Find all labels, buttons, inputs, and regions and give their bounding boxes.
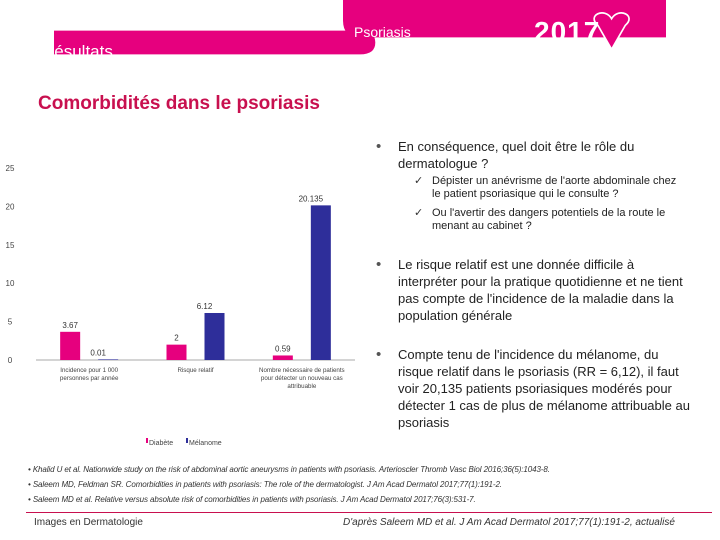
reference-1: • Khalid U et al. Nationwide study on th…: [28, 465, 550, 474]
bar-melanome: [204, 312, 225, 360]
reference-3: • Saleem MD et al. Relative versus absol…: [28, 495, 476, 504]
data-label: 0.59: [275, 344, 291, 353]
y-tick-label: 20: [6, 202, 15, 211]
reference-2: • Saleem MD, Feldman SR. Comorbidities i…: [28, 480, 502, 489]
bar-diabete: [166, 344, 187, 360]
section-title: Résultats: [42, 42, 113, 61]
data-label: 0.01: [90, 348, 106, 357]
references: • Khalid U et al. Nationwide study on th…: [28, 462, 550, 507]
category-label: personnes par année: [60, 375, 119, 382]
bar-diabete: [272, 355, 293, 360]
heart-icon: [593, 12, 630, 52]
bullet-2: • Le risque relatif est une donnée diffi…: [376, 256, 690, 324]
year-label: 2017: [534, 16, 601, 47]
bullet-1-sub-1: ✓ Dépister un anévrisme de l'aorte abdom…: [414, 175, 677, 201]
check-icon: ✓: [414, 175, 424, 187]
topic-banner: [343, 0, 666, 38]
bullet-1: • En conséquence, quel doit être le rôle…: [376, 138, 668, 172]
bar-diabete: [60, 331, 81, 360]
bullet-2-text: Le risque relatif est une donnée diffici…: [398, 257, 683, 323]
category-label: attribuable: [287, 383, 316, 390]
legend-label: Mélanome: [189, 440, 222, 447]
y-tick-label: 15: [6, 241, 15, 250]
bullet-1-text: En conséquence, quel doit être le rôle d…: [398, 139, 635, 171]
check-icon: ✓: [414, 207, 424, 219]
bullet-dot: •: [376, 138, 382, 155]
page-number: 13: [648, 41, 664, 56]
header-bar: [54, 0, 666, 55]
data-label: 3.67: [62, 321, 78, 330]
bullet-1-sub-1-text: Dépister un anévrisme de l'aorte abdomin…: [432, 175, 677, 200]
category-label: Nombre nécessaire de patients: [259, 367, 345, 374]
bar-melanome: [310, 205, 331, 360]
footer-divider: [26, 512, 712, 513]
legend-label: Diabète: [149, 440, 173, 447]
category-label: Incidence pour 1 000: [60, 367, 118, 374]
category-label: Risque relatif: [177, 367, 213, 374]
comorbidity-chart: 0 5 10 15 20 25 3.67 0.01 Incidence pour 1 000pe…: [6, 164, 355, 447]
category-label: pour détecter un nouveau cas: [261, 375, 343, 382]
bullet-3: • Compte tenu de l'incidence du mélanome…: [376, 346, 690, 431]
legend-swatch: [186, 438, 188, 443]
bullet-dot: •: [376, 256, 382, 273]
y-tick-label: 5: [8, 318, 13, 327]
topic-label: Psoriasis: [354, 24, 411, 40]
footer-source: D'après Saleem MD et al. J Am Acad Derma…: [343, 517, 675, 528]
page-title: Comorbidités dans le psoriasis: [38, 93, 320, 114]
bar-melanome: [98, 359, 119, 360]
y-tick-label: 25: [6, 164, 15, 173]
bullet-3-text: Compte tenu de l'incidence du mélanome, …: [398, 347, 690, 430]
bullet-1-sub-2: ✓ Ou l'avertir des dangers potentiels de…: [414, 207, 677, 233]
data-label: 20.135: [299, 194, 324, 203]
footer-brand: Images en Dermatologie: [34, 517, 143, 528]
data-label: 2: [174, 334, 179, 343]
section-banner: [54, 30, 376, 55]
y-tick-label: 10: [6, 279, 15, 288]
bullet-dot: •: [376, 346, 382, 363]
bullet-1-sub-2-text: Ou l'avertir des dangers potentiels de l…: [432, 207, 666, 232]
y-tick-label: 0: [8, 356, 13, 365]
legend-swatch: [146, 438, 148, 443]
data-label: 6.12: [197, 302, 213, 311]
